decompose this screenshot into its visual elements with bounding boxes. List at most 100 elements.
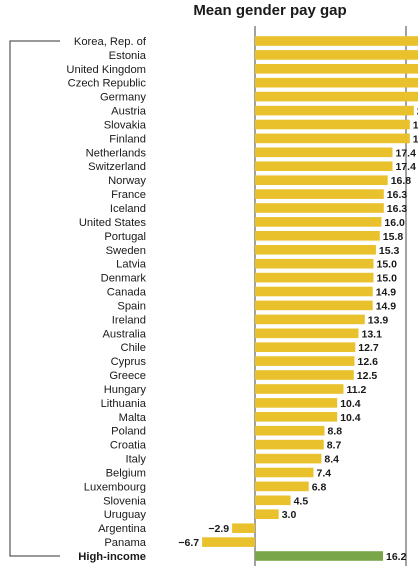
value-label: 8.4 <box>324 454 339 466</box>
bar-malta <box>255 412 338 422</box>
bar-ireland <box>255 314 365 325</box>
bar-spain <box>255 300 373 311</box>
category-label: Korea, Rep. of <box>74 36 147 48</box>
bar-poland <box>255 425 325 436</box>
category-label: Sweden <box>106 245 146 257</box>
bar-croatia <box>255 439 324 450</box>
value-label: 16.2 <box>386 551 407 563</box>
value-label: 16.8 <box>391 175 412 187</box>
bar-argentina <box>232 523 255 533</box>
value-label: 12.5 <box>357 370 378 382</box>
category-label: Germany <box>100 92 146 104</box>
category-label: Czech Republic <box>68 78 147 90</box>
category-label: Netherlands <box>86 147 147 159</box>
category-label: Austria <box>111 106 147 118</box>
bar-hungary <box>255 384 344 394</box>
value-label: 12.6 <box>358 356 379 368</box>
bar-france <box>255 189 384 199</box>
bar-netherlands <box>255 147 393 158</box>
category-label: Latvia <box>116 259 147 271</box>
chart-title: Mean gender pay gap <box>193 2 347 19</box>
category-label: Panama <box>104 537 146 549</box>
value-label: 15.0 <box>377 273 398 285</box>
bar-latvia <box>255 258 374 269</box>
category-label: Hungary <box>104 384 147 396</box>
category-label: Luxembourg <box>84 481 146 493</box>
bar-united-kingdom <box>255 64 418 74</box>
bar-sweden <box>255 245 376 255</box>
bar-italy <box>255 453 322 464</box>
category-label: Spain <box>117 300 146 312</box>
bar-greece <box>255 370 354 380</box>
category-label: Malta <box>119 412 147 424</box>
category-label: Lithuania <box>101 398 147 410</box>
value-label: 13.9 <box>368 314 389 326</box>
category-label: Australia <box>102 328 146 340</box>
value-label: 12.7 <box>358 342 379 354</box>
bar-norway <box>255 175 388 185</box>
value-label: 19.6 <box>413 133 418 145</box>
value-label: −6.7 <box>178 537 199 549</box>
value-label: 3.0 <box>282 509 297 521</box>
value-label: 11.2 <box>347 384 367 396</box>
bar-germany <box>255 91 418 102</box>
category-label: United States <box>79 217 147 229</box>
value-label: 10.4 <box>340 412 361 424</box>
category-label: Norway <box>108 175 146 187</box>
value-label: 20.1 <box>417 106 418 118</box>
value-label: 15.8 <box>383 231 404 243</box>
bar-iceland <box>255 203 384 213</box>
bar-switzerland <box>255 161 393 171</box>
value-label: 4.5 <box>294 495 309 507</box>
bar-australia <box>255 328 359 339</box>
category-label: Slovakia <box>104 120 147 132</box>
value-label: 17.4 <box>396 147 417 159</box>
category-label: France <box>111 189 146 201</box>
value-label: 8.8 <box>328 426 343 438</box>
bar-high-income <box>255 551 383 561</box>
bar-slovakia <box>255 119 410 130</box>
category-label: Greece <box>109 370 146 382</box>
bar-austria <box>255 105 414 116</box>
bar-chile <box>255 342 356 352</box>
bar-belgium <box>255 467 314 478</box>
bar-finland <box>255 133 410 144</box>
category-label: Ireland <box>112 314 146 326</box>
value-label: 6.8 <box>312 481 327 493</box>
bar-korea-rep-of <box>255 36 418 46</box>
category-label: Italy <box>125 454 146 466</box>
category-label: Belgium <box>106 468 146 480</box>
bar-czech-republic <box>255 77 418 88</box>
category-label: Estonia <box>109 50 147 62</box>
bar-canada <box>255 286 373 297</box>
bar-united-states <box>255 217 382 227</box>
category-label: Denmark <box>101 273 147 285</box>
category-label: Portugal <box>104 231 146 243</box>
category-label: Chile <box>121 342 147 354</box>
category-label: Poland <box>111 426 146 438</box>
value-label: 15.0 <box>377 259 398 271</box>
bar-uruguay <box>255 509 279 519</box>
value-label: 16.0 <box>384 217 405 229</box>
bar-estonia <box>255 50 418 60</box>
value-label: 13.1 <box>362 328 383 340</box>
value-label: 19.6 <box>413 120 418 132</box>
category-label: Cyprus <box>111 356 147 368</box>
category-label: Slovenia <box>103 495 147 507</box>
bar-panama <box>202 537 255 547</box>
bar-lithuania <box>255 398 338 408</box>
value-label: 14.9 <box>376 300 397 312</box>
category-label: Uruguay <box>104 509 147 521</box>
category-label: High-income <box>78 551 146 563</box>
category-label: Croatia <box>110 440 147 452</box>
bar-slovenia <box>255 495 291 506</box>
bar-portugal <box>255 231 380 241</box>
value-label: 14.9 <box>376 287 397 299</box>
category-label: Switzerland <box>88 161 146 173</box>
value-label: −2.9 <box>208 523 229 535</box>
category-label: United Kingdom <box>66 64 146 76</box>
bar-luxembourg <box>255 481 309 492</box>
category-label: Finland <box>109 133 146 145</box>
value-label: 16.3 <box>387 189 408 201</box>
